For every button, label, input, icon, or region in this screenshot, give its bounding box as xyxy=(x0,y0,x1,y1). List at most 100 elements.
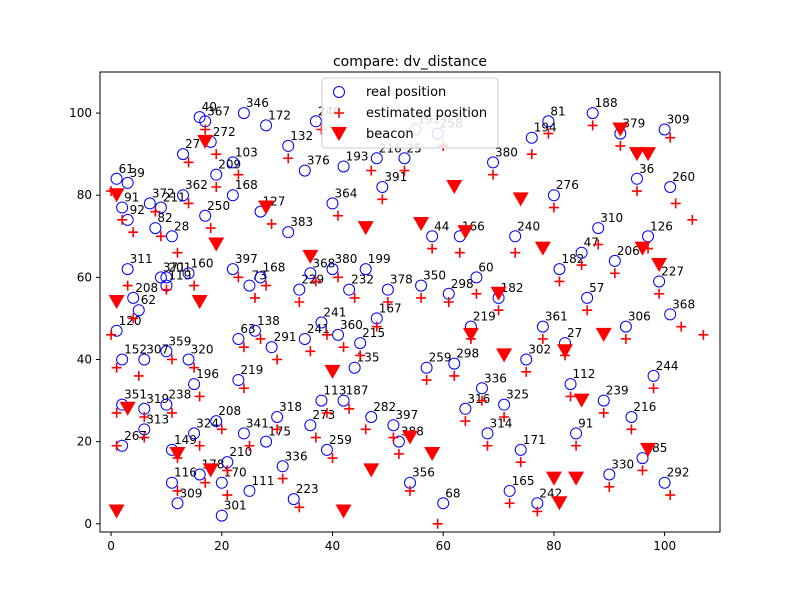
real-position-label: 360 xyxy=(340,318,363,332)
estimated-position-point xyxy=(310,276,321,287)
real-position-point xyxy=(243,279,256,292)
real-position-label: 39 xyxy=(130,166,145,180)
real-position-point xyxy=(658,123,671,136)
real-position-point xyxy=(182,353,195,366)
estimated-position-point xyxy=(294,502,305,513)
beacon-point xyxy=(197,134,214,149)
beacon-point xyxy=(551,496,568,511)
real-position-label: 260 xyxy=(672,170,695,184)
real-position-label: 227 xyxy=(661,264,684,278)
real-position-label: 167 xyxy=(379,301,402,315)
real-position-point xyxy=(448,357,461,370)
real-position-label: 341 xyxy=(246,416,269,430)
beacon-point xyxy=(424,446,441,461)
x-tick-label: 100 xyxy=(653,539,676,553)
estimated-position-point xyxy=(443,297,454,307)
real-position-point xyxy=(143,197,156,210)
estimated-position-point xyxy=(128,227,139,238)
estimated-position-point xyxy=(393,448,404,459)
real-position-label: 60 xyxy=(478,260,493,274)
real-position-label: 376 xyxy=(307,154,330,168)
estimated-position-point xyxy=(233,169,244,180)
estimated-position-point xyxy=(128,313,139,324)
estimated-position-point xyxy=(416,292,427,303)
beacon-point xyxy=(202,463,219,478)
real-position-point xyxy=(171,497,184,510)
real-position-label: 229 xyxy=(301,273,324,287)
real-position-label: 324 xyxy=(196,416,219,430)
estimated-position-point xyxy=(133,370,144,381)
beacon-point xyxy=(413,216,430,231)
estimated-position-point xyxy=(427,243,438,254)
real-position-point xyxy=(581,291,594,304)
estimated-position-point xyxy=(615,140,626,151)
estimated-position-point xyxy=(233,272,244,283)
real-position-point xyxy=(182,267,195,280)
real-position-point xyxy=(332,328,345,341)
real-position-point xyxy=(420,361,433,374)
real-position-label: 350 xyxy=(423,269,446,283)
real-position-point xyxy=(232,332,245,345)
real-position-point xyxy=(210,168,223,181)
real-position-point xyxy=(608,254,621,267)
y-tick-label: 40 xyxy=(77,353,92,367)
x-tick-label: 20 xyxy=(214,539,229,553)
real-position-point xyxy=(481,427,494,440)
real-position-label: 188 xyxy=(595,96,618,110)
legend-label: beacon xyxy=(366,127,414,142)
real-position-point xyxy=(237,427,250,440)
estimated-position-point xyxy=(205,223,216,234)
estimated-position-point xyxy=(460,416,471,427)
real-position-point xyxy=(636,452,649,465)
real-position-label: 187 xyxy=(346,384,369,398)
real-position-label: 62 xyxy=(141,293,156,307)
real-position-point xyxy=(282,139,295,152)
x-tick-label: 40 xyxy=(325,539,340,553)
real-position-point xyxy=(110,172,123,185)
real-position-point xyxy=(127,291,140,304)
real-position-label: 57 xyxy=(589,281,604,295)
real-position-point xyxy=(664,308,677,321)
real-position-point xyxy=(132,304,145,317)
real-position-label: 172 xyxy=(268,108,291,122)
beacon-point xyxy=(457,225,474,240)
estimated-position-point xyxy=(111,362,122,373)
real-position-point xyxy=(193,468,206,481)
estimated-position-point xyxy=(272,354,283,365)
chart-title: compare: dv_distance xyxy=(333,54,487,70)
estimated-position-point xyxy=(687,214,698,225)
estimated-position-point xyxy=(532,506,543,517)
real-position-label: 306 xyxy=(628,310,651,324)
real-position-point xyxy=(664,181,677,193)
real-position-point xyxy=(249,324,261,337)
estimated-position-point xyxy=(161,284,172,295)
estimated-position-point xyxy=(598,407,609,418)
estimated-position-point xyxy=(665,132,676,143)
real-position-point xyxy=(177,148,190,161)
estimated-position-point xyxy=(150,206,161,217)
real-position-label: 135 xyxy=(357,351,380,365)
legend-box xyxy=(321,77,499,149)
real-position-label: 378 xyxy=(390,273,413,287)
real-position-label: 193 xyxy=(346,149,369,163)
estimated-position-point xyxy=(117,214,128,225)
estimated-position-point xyxy=(432,518,443,529)
real-position-label: 208 xyxy=(218,404,241,418)
estimated-position-point xyxy=(582,305,593,316)
real-position-label: 206 xyxy=(617,244,640,258)
beacon-point xyxy=(108,504,125,519)
estimated-position-point xyxy=(216,424,227,435)
estimated-position-point xyxy=(360,424,371,435)
real-position-label: 372 xyxy=(152,186,175,200)
estimated-position-point xyxy=(355,350,366,361)
x-tick-label: 60 xyxy=(436,539,451,553)
real-position-label: 138 xyxy=(257,314,280,328)
real-position-point xyxy=(215,509,228,522)
real-position-point xyxy=(625,411,638,423)
real-position-label: 325 xyxy=(506,388,529,402)
estimated-position-point xyxy=(321,407,332,418)
real-position-point xyxy=(116,353,129,366)
estimated-position-point xyxy=(155,231,166,242)
estimated-position-point xyxy=(333,210,344,221)
estimated-position-point xyxy=(238,383,249,394)
